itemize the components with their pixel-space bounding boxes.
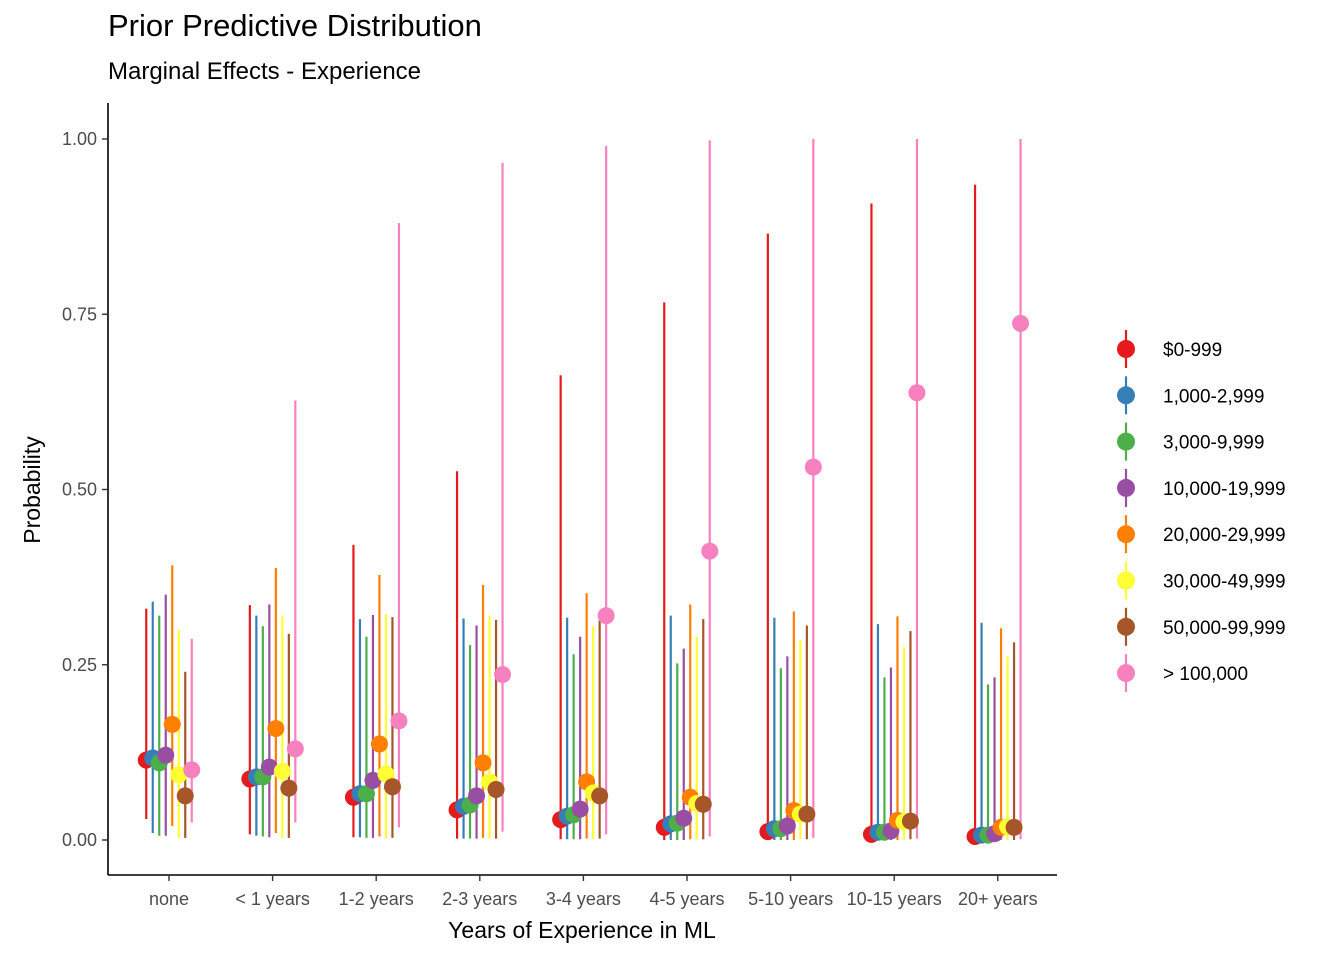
data-point bbox=[260, 758, 278, 776]
legend-item: 1,000-2,999 bbox=[1117, 376, 1264, 415]
legend-item: 30,000-49,999 bbox=[1117, 561, 1286, 600]
y-tick-label: 0.25 bbox=[62, 655, 97, 675]
x-tick-label: 20+ years bbox=[958, 889, 1038, 909]
x-tick-label: < 1 years bbox=[235, 889, 310, 909]
legend-label: 3,000-9,999 bbox=[1163, 433, 1264, 454]
data-point bbox=[280, 779, 298, 797]
data-point bbox=[1005, 818, 1023, 836]
legend-item: 50,000-99,999 bbox=[1117, 607, 1286, 646]
x-axis-ticks: none < 1 years 1-2 years 2-3 years 3-4 years… bbox=[149, 875, 1038, 909]
legend: $0-999 1,000-2,999 3,000-9,999 10,000-19,99… bbox=[1117, 330, 1286, 693]
data-point bbox=[804, 458, 822, 476]
data-point bbox=[908, 384, 926, 402]
legend-key-point bbox=[1117, 664, 1135, 683]
data-point bbox=[597, 607, 615, 625]
y-tick-label: 0.00 bbox=[62, 830, 97, 850]
y-tick-label: 1.00 bbox=[62, 129, 97, 149]
data-point bbox=[357, 785, 375, 803]
legend-key-point bbox=[1117, 386, 1135, 405]
data-point bbox=[183, 761, 201, 779]
data-point bbox=[571, 800, 589, 818]
data-point bbox=[474, 754, 492, 772]
data-point bbox=[694, 795, 712, 813]
legend-item: $0-999 bbox=[1117, 330, 1222, 368]
chart-marks bbox=[137, 139, 1030, 845]
data-point bbox=[1012, 314, 1030, 332]
x-tick-label: 10-15 years bbox=[847, 889, 942, 909]
legend-label: 30,000-49,999 bbox=[1163, 572, 1286, 593]
x-tick-label: 5-10 years bbox=[748, 889, 833, 909]
legend-key-point bbox=[1117, 571, 1135, 590]
data-point bbox=[383, 778, 401, 796]
legend-label: 50,000-99,999 bbox=[1163, 618, 1286, 639]
x-tick-label: 2-3 years bbox=[442, 889, 517, 909]
data-point bbox=[176, 787, 194, 805]
legend-label: 10,000-19,999 bbox=[1163, 479, 1286, 500]
legend-item: 20,000-29,999 bbox=[1117, 515, 1286, 554]
data-point bbox=[267, 720, 285, 738]
y-axis-ticks: 0.00 0.25 0.50 0.75 1.00 bbox=[62, 129, 108, 850]
legend-label: 1,000-2,999 bbox=[1163, 386, 1264, 407]
legend-label: > 100,000 bbox=[1163, 664, 1248, 685]
data-point bbox=[390, 712, 408, 730]
data-point bbox=[286, 740, 304, 758]
legend-label: 20,000-29,999 bbox=[1163, 525, 1286, 546]
x-tick-label: 1-2 years bbox=[339, 889, 414, 909]
legend-key-point bbox=[1117, 432, 1135, 451]
data-point bbox=[170, 766, 188, 784]
x-axis-title: Years of Experience in ML bbox=[448, 917, 716, 943]
data-point bbox=[901, 812, 919, 830]
data-point bbox=[370, 735, 388, 753]
data-point bbox=[487, 781, 505, 799]
legend-item: 10,000-19,999 bbox=[1117, 468, 1286, 507]
y-tick-label: 0.50 bbox=[62, 480, 97, 500]
data-point bbox=[364, 771, 382, 789]
legend-item: 3,000-9,999 bbox=[1117, 422, 1264, 461]
data-point bbox=[377, 765, 395, 783]
data-point bbox=[494, 666, 512, 684]
chart-subtitle: Marginal Effects - Experience bbox=[108, 58, 422, 85]
x-tick-label: 3-4 years bbox=[546, 889, 621, 909]
legend-key-point bbox=[1117, 617, 1135, 636]
data-point bbox=[157, 746, 175, 764]
legend-key-point bbox=[1117, 478, 1135, 497]
data-point bbox=[591, 787, 609, 805]
chart-title: Prior Predictive Distribution bbox=[108, 8, 482, 43]
data-point bbox=[468, 787, 486, 805]
legend-key-point bbox=[1117, 525, 1135, 544]
data-point bbox=[778, 817, 796, 835]
data-point bbox=[163, 715, 181, 733]
data-point bbox=[701, 542, 719, 560]
y-axis-title: Probability bbox=[19, 436, 45, 544]
legend-key-point bbox=[1117, 340, 1135, 358]
legend-item: > 100,000 bbox=[1117, 654, 1248, 693]
data-point bbox=[273, 762, 291, 780]
x-tick-label: none bbox=[149, 889, 189, 909]
y-tick-label: 0.75 bbox=[62, 304, 97, 324]
x-tick-label: 4-5 years bbox=[649, 889, 724, 909]
legend-label: $0-999 bbox=[1163, 340, 1222, 361]
data-point bbox=[798, 805, 816, 823]
data-point bbox=[675, 809, 693, 827]
